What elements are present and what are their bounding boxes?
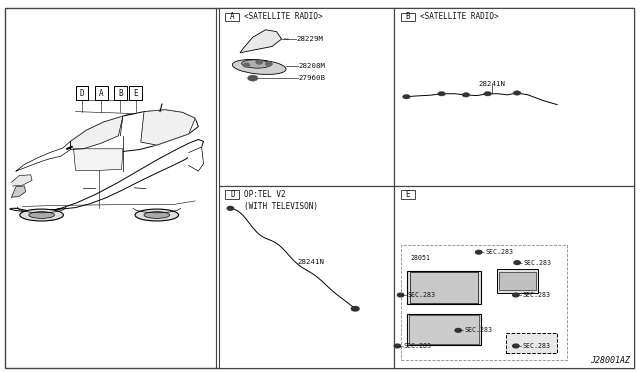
Ellipse shape [135, 209, 179, 221]
Ellipse shape [232, 60, 286, 74]
Text: E: E [405, 190, 410, 199]
Text: OP:TEL V2: OP:TEL V2 [244, 190, 286, 199]
Bar [219, 186, 394, 368]
Text: <SATELLITE RADIO>: <SATELLITE RADIO> [244, 12, 323, 21]
Circle shape [243, 63, 250, 67]
Polygon shape [141, 110, 195, 145]
Polygon shape [12, 175, 32, 186]
Bar [225, 13, 239, 21]
Circle shape [248, 75, 258, 81]
Polygon shape [16, 141, 70, 171]
Bar [76, 86, 88, 100]
Polygon shape [240, 30, 282, 53]
Ellipse shape [29, 212, 54, 218]
Bar [409, 315, 479, 344]
Circle shape [397, 293, 404, 297]
Circle shape [227, 206, 234, 210]
Text: 27960B: 27960B [298, 75, 325, 81]
Text: E: E [133, 89, 138, 97]
Polygon shape [70, 116, 123, 150]
Circle shape [476, 250, 482, 254]
Circle shape [484, 92, 492, 96]
Circle shape [455, 328, 461, 332]
Text: 28241N: 28241N [298, 259, 324, 265]
Bar [410, 272, 478, 303]
Text: B: B [118, 89, 123, 97]
Text: <SATELLITE RADIO>: <SATELLITE RADIO> [420, 12, 499, 21]
Bar [225, 190, 239, 199]
Text: SEC.283: SEC.283 [522, 292, 550, 298]
Text: A: A [230, 12, 235, 21]
Text: SEC.283: SEC.283 [404, 343, 432, 349]
Polygon shape [74, 149, 123, 170]
Ellipse shape [20, 209, 63, 221]
Circle shape [514, 261, 520, 264]
Bar [401, 13, 415, 21]
Bar [394, 186, 634, 368]
Bar [401, 245, 567, 360]
Bar [219, 8, 394, 186]
Bar [129, 86, 142, 100]
Text: 28241N: 28241N [478, 81, 505, 87]
Bar [394, 8, 634, 186]
Circle shape [256, 60, 262, 64]
Text: SEC.283: SEC.283 [522, 343, 550, 349]
Text: D: D [230, 190, 235, 199]
Bar [401, 190, 415, 199]
Ellipse shape [242, 60, 270, 68]
Text: J28001AZ: J28001AZ [590, 356, 630, 365]
Text: 28208M: 28208M [298, 63, 325, 69]
Circle shape [513, 91, 521, 95]
Polygon shape [70, 110, 198, 153]
Ellipse shape [144, 212, 170, 218]
Polygon shape [12, 186, 26, 197]
Text: SEC.283: SEC.283 [485, 249, 513, 255]
Circle shape [557, 103, 570, 111]
Circle shape [266, 62, 272, 66]
Text: 28051: 28051 [410, 255, 430, 261]
Bar [499, 272, 536, 290]
Polygon shape [189, 147, 204, 171]
Bar [506, 333, 557, 353]
Bar [407, 314, 481, 345]
Circle shape [513, 344, 519, 348]
Text: SEC.283: SEC.283 [407, 292, 435, 298]
Text: SEC.283: SEC.283 [465, 327, 493, 333]
Circle shape [394, 344, 401, 348]
Circle shape [351, 307, 359, 311]
Circle shape [403, 94, 410, 99]
Text: D: D [79, 89, 84, 97]
Text: 28229M: 28229M [296, 36, 323, 42]
Circle shape [513, 293, 519, 297]
Circle shape [438, 92, 445, 96]
Bar [407, 271, 481, 304]
Bar [114, 86, 127, 100]
Bar [497, 269, 538, 293]
Circle shape [462, 93, 470, 97]
Text: B: B [405, 12, 410, 21]
Text: (WITH TELEVISON): (WITH TELEVISON) [244, 202, 319, 211]
Text: SEC.283: SEC.283 [524, 260, 552, 266]
Text: A: A [99, 89, 104, 97]
Polygon shape [10, 140, 204, 212]
Bar [95, 86, 108, 100]
